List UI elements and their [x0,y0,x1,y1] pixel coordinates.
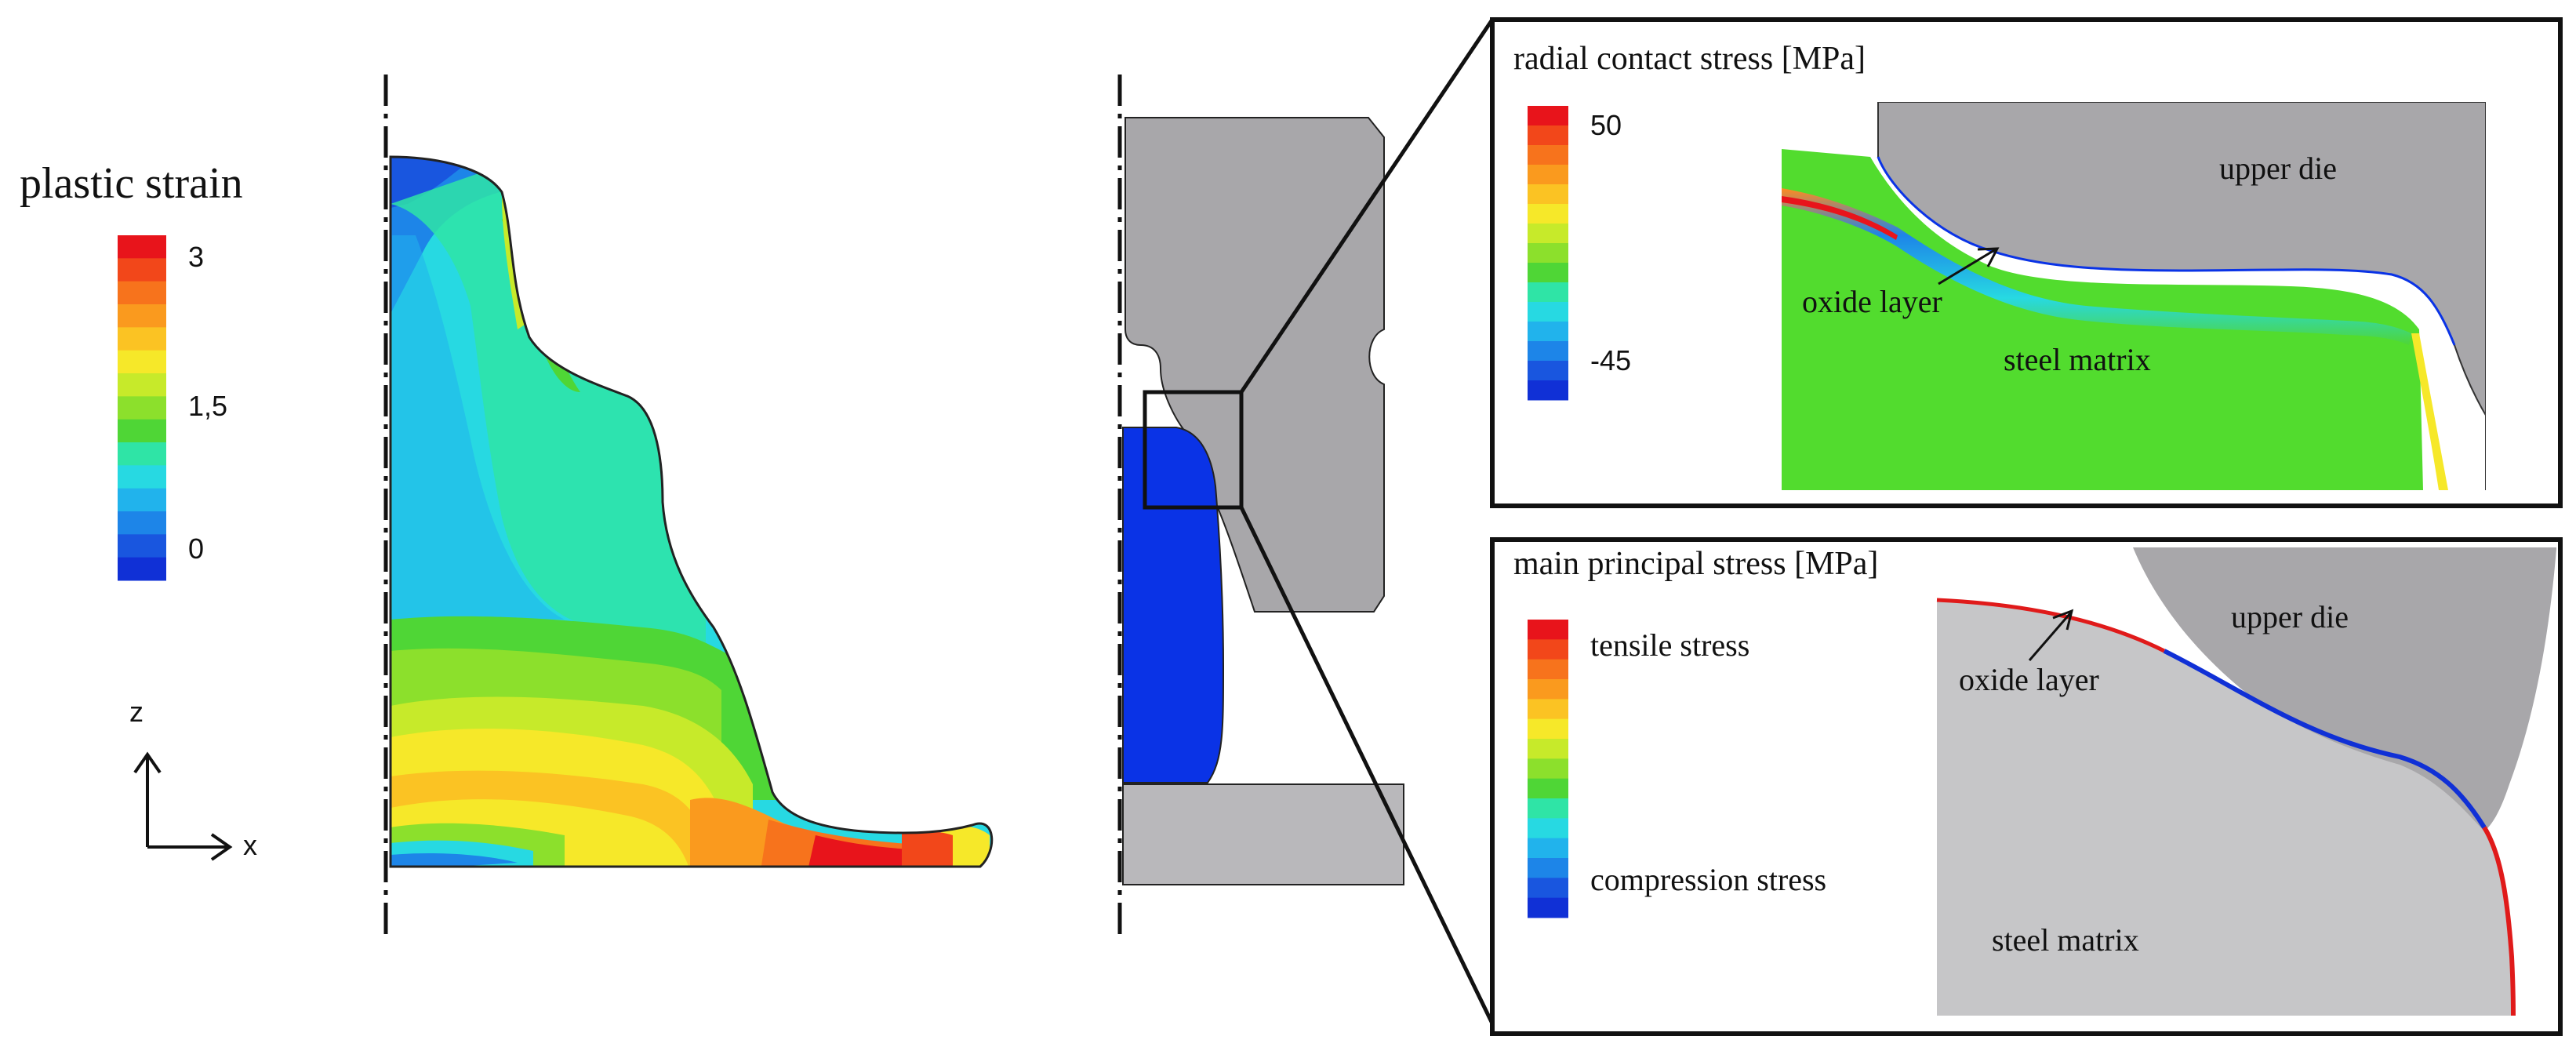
axis-triad [133,751,233,861]
lower-die-section [1122,783,1404,885]
plastic-strain-swatch [118,557,166,581]
radial-contact-stress-inset: radial contact stress [MPa] 50 -45 upper… [1490,17,2563,508]
plastic-strain-swatch [118,373,166,397]
plastic-strain-swatch [118,258,166,282]
principal-stress-swatch [1528,758,1568,780]
plastic-strain-tick-mid: 1,5 [188,390,227,422]
radial-oxide-band [1782,188,2411,345]
radial-stress-swatch [1528,165,1568,185]
plastic-strain-swatch [118,281,166,305]
radial-stress-swatch [1528,243,1568,264]
plastic-strain-colorbar [118,235,166,581]
steel-matrix-gray [1937,600,2513,1016]
plastic-strain-swatch [118,304,166,328]
radial-stress-swatch [1528,145,1568,165]
principal-stress-swatch [1528,699,1568,720]
top-oxide-label: oxide layer [1802,284,1942,319]
principal-stress-swatch [1528,897,1568,918]
plastic-strain-swatch [118,327,166,351]
bottom-oxide-arrow [2028,609,2074,661]
radial-stress-swatch [1528,322,1568,342]
plastic-strain-swatch [118,488,166,512]
workpiece-blue [1122,427,1225,783]
top-inset-title: radial contact stress [MPa] [1513,41,1866,77]
principal-stress-swatch [1528,858,1568,878]
plastic-strain-swatch [118,419,166,443]
left-panel: plastic strain 3 1,5 0 z x [20,75,994,941]
strain-contour-part [391,157,992,867]
principal-stress-swatch [1528,639,1568,660]
radial-stress-colorbar [1528,106,1568,401]
plastic-strain-swatch [118,511,166,535]
radial-stress-swatch [1528,184,1568,205]
upper-die-bottom-inset [2133,547,2556,831]
top-inset-blue-contact-line [1877,156,2456,346]
principal-stress-swatch [1528,878,1568,899]
bottom-steel-matrix-label: steel matrix [1992,922,2139,958]
principal-stress-swatch [1528,818,1568,839]
plastic-strain-tick-min: 0 [188,533,204,565]
plastic-strain-swatch [118,396,166,420]
radial-stress-swatch [1528,341,1568,362]
bottom-inset-title: main principal stress [MPa] [1513,546,1878,582]
radial-stress-swatch [1528,125,1568,146]
radial-stress-swatch [1528,106,1568,126]
axis-x-label: x [243,829,257,861]
principal-stress-swatch [1528,739,1568,759]
top-steel-matrix-label: steel matrix [2004,342,2151,377]
radial-red-streak [1782,196,1898,240]
plastic-strain-tick-max: 3 [188,241,204,273]
strain-part-outline [389,155,994,868]
detail-box [1143,390,1244,510]
radial-stress-swatch [1528,263,1568,283]
top-oxide-arrow [1938,247,2000,285]
radial-yellow-edge [2411,333,2448,490]
principal-stress-swatch [1528,838,1568,859]
tensile-stress-label: tensile stress [1590,627,1749,663]
plastic-strain-legend-title: plastic strain [20,159,243,208]
plastic-strain-swatch [118,235,166,259]
principal-oxide-blue [2163,649,2487,829]
main-principal-stress-inset: main principal stress [MPa] tensile stre… [1490,537,2563,1036]
plastic-strain-swatch [118,534,166,558]
radial-stress-swatch [1528,224,1568,244]
radial-stress-swatch [1528,380,1568,401]
principal-stress-swatch [1528,778,1568,799]
radial-stress-swatch [1528,361,1568,381]
principal-stress-swatch [1528,798,1568,819]
plastic-strain-swatch [118,350,166,374]
compression-stress-label: compression stress [1590,862,1826,897]
plastic-strain-swatch [118,465,166,489]
bottom-oxide-label: oxide layer [1959,662,2099,697]
axis-z-label: z [129,696,144,728]
principal-stress-colorbar [1528,620,1568,918]
bottom-upper-die-label: upper die [2231,599,2349,634]
radial-stress-swatch [1528,204,1568,224]
zoom-line-top [1239,18,1495,394]
principal-stress-swatch [1528,620,1568,640]
top-upper-die-label: upper die [2219,151,2337,186]
principal-stress-swatch [1528,718,1568,740]
principal-stress-swatch [1528,659,1568,680]
zoom-line-bottom [1239,506,1495,1025]
radial-stress-swatch [1528,282,1568,303]
principal-oxide-red-right [2482,826,2516,1016]
tool-assembly [1117,18,1495,1025]
principal-stress-swatch [1528,679,1568,700]
plastic-strain-swatch [118,442,166,466]
radial-stress-swatch [1528,302,1568,322]
radial-stress-min-label: -45 [1590,344,1631,376]
radial-stress-max-label: 50 [1590,109,1622,141]
